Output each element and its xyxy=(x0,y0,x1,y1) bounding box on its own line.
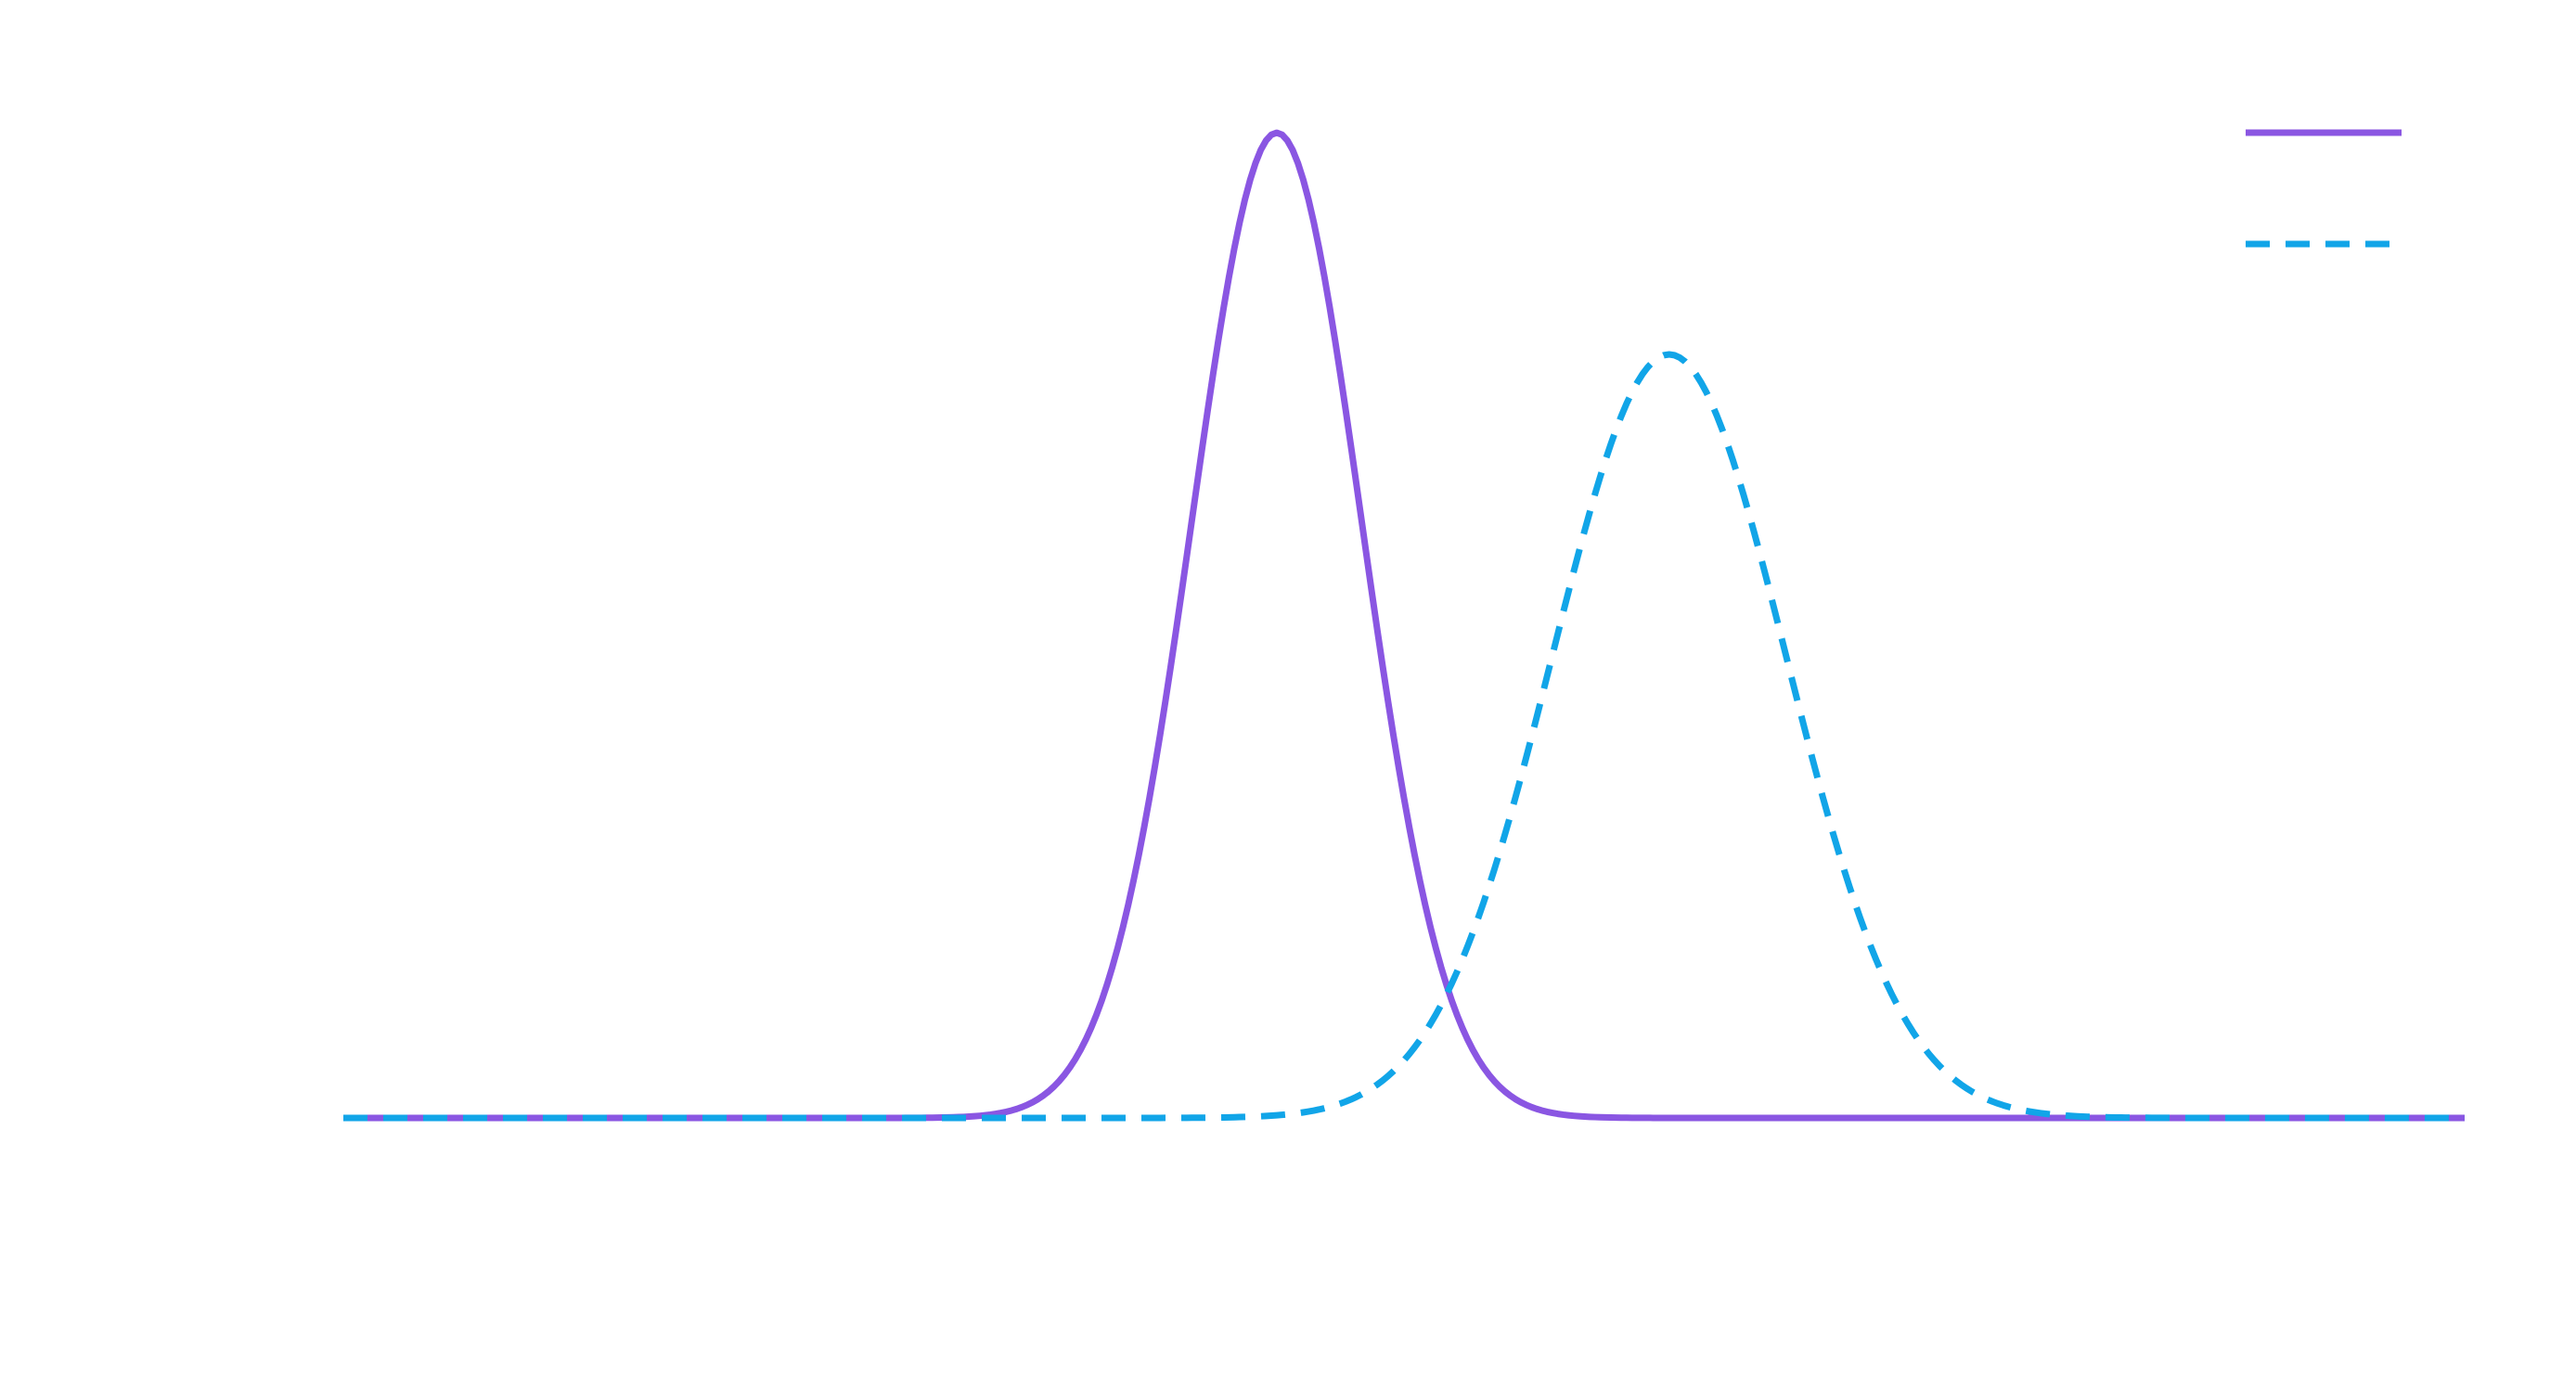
series-line-2 xyxy=(343,351,2465,1122)
plot-area xyxy=(343,129,2465,1122)
series-line-1 xyxy=(343,129,2465,1122)
legend xyxy=(2246,129,2402,248)
